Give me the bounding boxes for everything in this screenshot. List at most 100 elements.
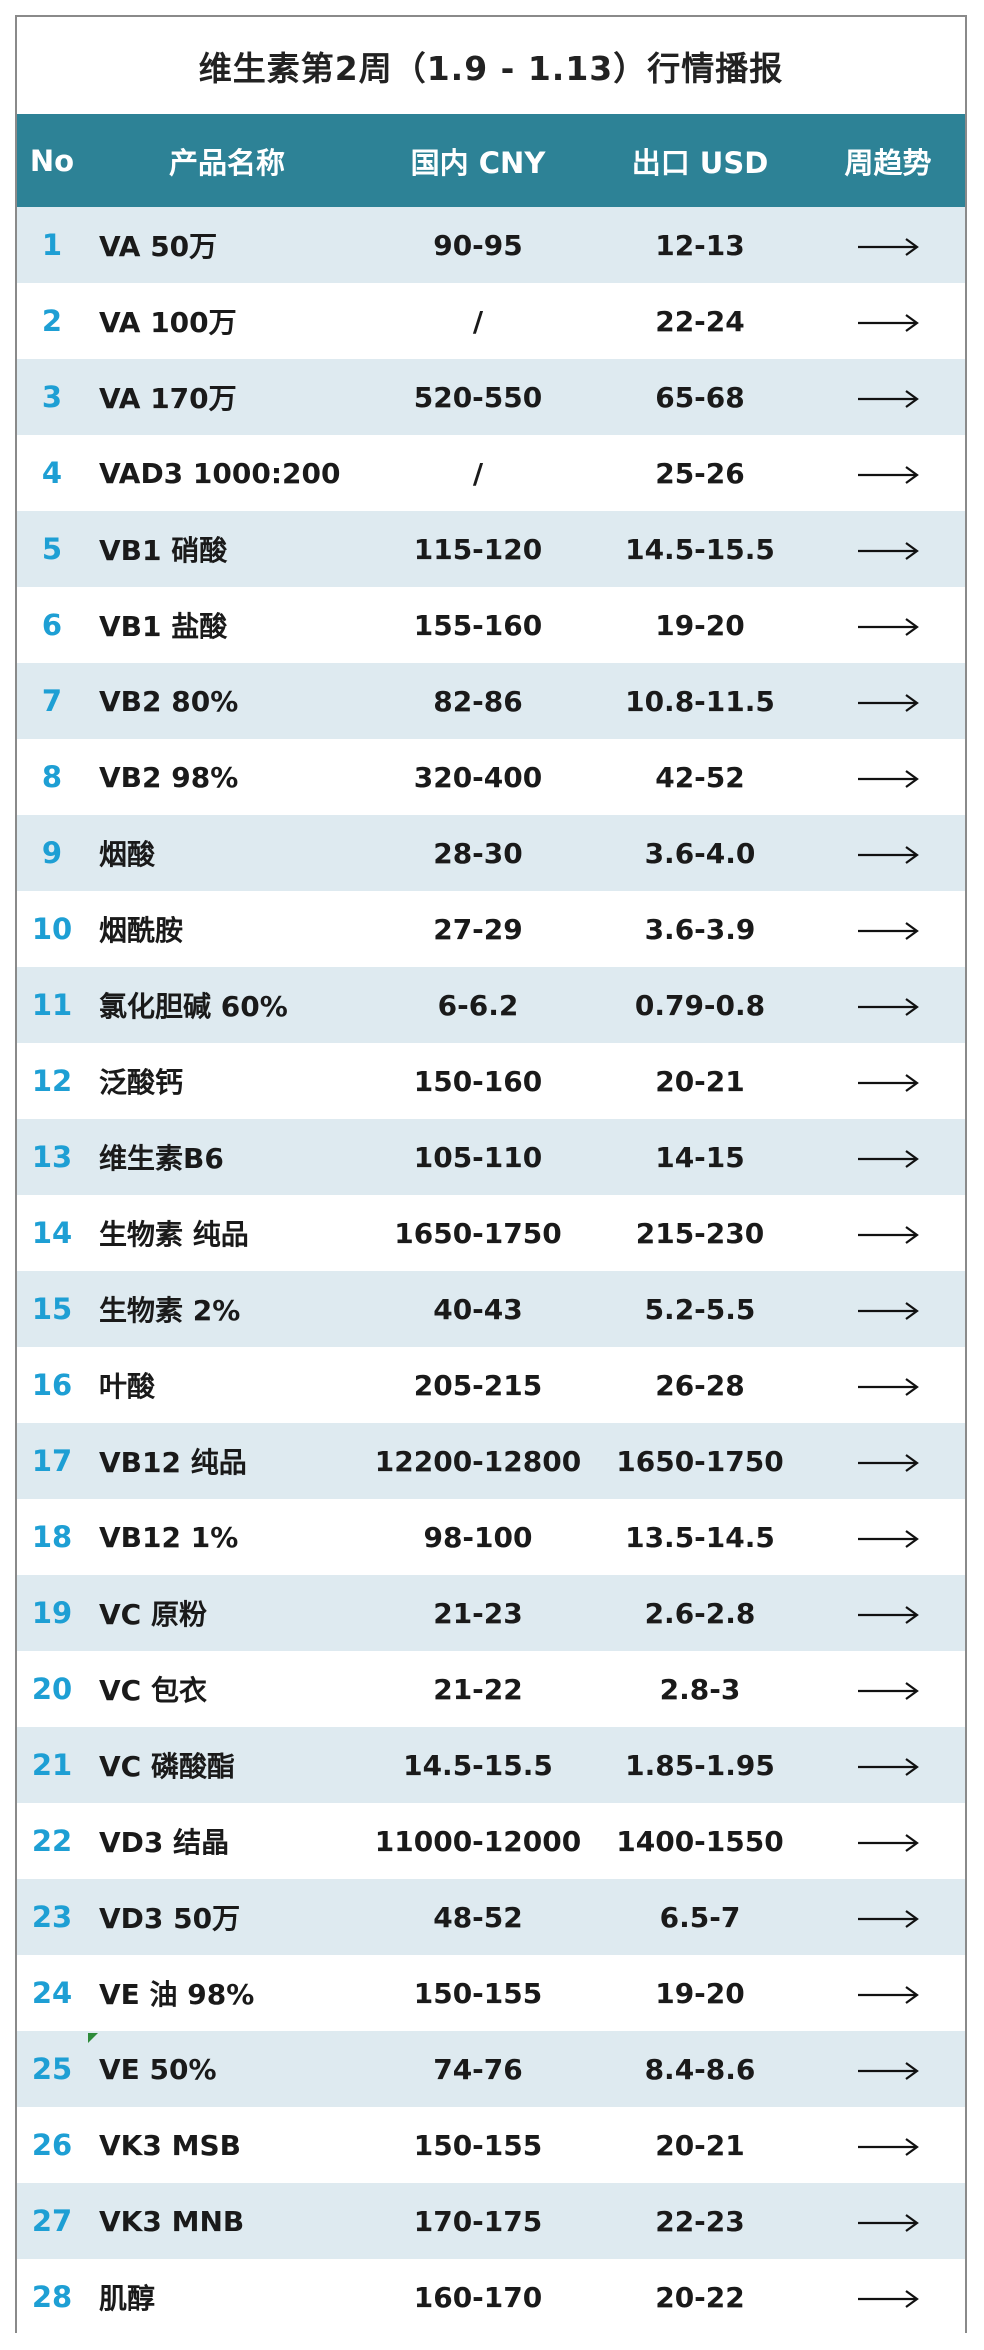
product-name: VB1 硝酸: [99, 534, 228, 567]
weekly-trend: [811, 766, 965, 788]
header-weekly-trend: 周趋势: [844, 145, 932, 180]
table-row: 22 VD3 结晶 11000-12000 1400-1550: [17, 1803, 965, 1879]
product-name: 氯化胆碱 60%: [99, 990, 288, 1023]
table-row: 5 VB1 硝酸 115-120 14.5-15.5: [17, 511, 965, 587]
domestic-price-cny: 205-215: [413, 1368, 543, 1402]
table-row: 1 VA 50万 90-95 12-13: [17, 207, 965, 283]
product-name: VB12 纯品: [99, 1446, 247, 1479]
weekly-trend: [811, 538, 965, 560]
export-price-usd: 2.6-2.8: [644, 1596, 756, 1630]
flat-arrow-icon: [858, 770, 919, 788]
flat-arrow-icon: [858, 1530, 919, 1548]
flat-arrow-icon: [858, 998, 919, 1016]
product-name: VB2 98%: [99, 760, 239, 794]
weekly-trend: [811, 1982, 965, 2004]
domestic-price-cny: 48-52: [433, 1900, 523, 1934]
flat-arrow-icon: [858, 1910, 919, 1928]
table-body: 1 VA 50万 90-95 12-13 2 VA 100万 / 22-24 3 VA 170万 5…: [17, 207, 965, 2335]
row-number: 23: [31, 1900, 73, 1934]
product-name: VE 50%: [99, 2052, 217, 2086]
header-product-name: 产品名称: [168, 145, 285, 180]
flat-arrow-icon: [858, 2214, 919, 2232]
product-name: VA 170万: [99, 382, 237, 415]
export-price-usd: 19-20: [655, 608, 745, 642]
table-row: 12 泛酸钙 150-160 20-21: [17, 1043, 965, 1119]
export-price-usd: 6.5-7: [659, 1900, 741, 1934]
row-number: 25: [31, 2052, 73, 2086]
export-price-usd: 20-21: [655, 2128, 745, 2162]
table-row: 25 VE 50% 74-76 8.4-8.6: [17, 2031, 965, 2107]
domestic-price-cny: /: [472, 456, 484, 490]
flat-arrow-icon: [858, 390, 919, 408]
row-number: 7: [41, 684, 63, 718]
weekly-trend: [811, 2134, 965, 2156]
export-price-usd: 19-20: [655, 1976, 745, 2010]
weekly-trend: [811, 2058, 965, 2080]
row-number: 12: [31, 1064, 73, 1098]
row-number: 14: [31, 1216, 73, 1250]
row-number: 11: [31, 988, 73, 1022]
table-row: 21 VC 磷酸酯 14.5-15.5 1.85-1.95: [17, 1727, 965, 1803]
domestic-price-cny: 11000-12000: [374, 1824, 582, 1858]
header-export-usd: 出口 USD: [631, 145, 769, 180]
export-price-usd: 2.8-3: [659, 1672, 741, 1706]
flat-arrow-icon: [858, 1986, 919, 2004]
export-price-usd: 20-21: [655, 1064, 745, 1098]
table-row: 3 VA 170万 520-550 65-68: [17, 359, 965, 435]
product-name: VB2 80%: [99, 684, 239, 718]
domestic-price-cny: 160-170: [413, 2280, 543, 2314]
row-number: 5: [41, 532, 63, 566]
product-name: VD3 结晶: [99, 1826, 230, 1859]
domestic-price-cny: 21-22: [433, 1672, 523, 1706]
domestic-price-cny: 150-155: [413, 2128, 543, 2162]
export-price-usd: 22-24: [655, 304, 745, 338]
table-row: 27 VK3 MNB 170-175 22-23: [17, 2183, 965, 2259]
product-name: 生物素 纯品: [99, 1218, 249, 1251]
table-row: 18 VB12 1% 98-100 13.5-14.5: [17, 1499, 965, 1575]
table-row: 11 氯化胆碱 60% 6-6.2 0.79-0.8: [17, 967, 965, 1043]
page-title: 维生素第2周（1.9 - 1.13）行情播报: [17, 17, 965, 114]
domestic-price-cny: 1650-1750: [394, 1216, 562, 1250]
row-number: 6: [41, 608, 63, 642]
product-name: 生物素 2%: [99, 1294, 241, 1327]
flat-arrow-icon: [858, 1302, 919, 1320]
row-number: 19: [31, 1596, 73, 1630]
flat-arrow-icon: [858, 1150, 919, 1168]
export-price-usd: 215-230: [635, 1216, 765, 1250]
flat-arrow-icon: [858, 1454, 919, 1472]
header-domestic-cny: 国内 CNY: [410, 145, 546, 180]
domestic-price-cny: /: [472, 304, 484, 338]
weekly-trend: [811, 386, 965, 408]
product-name: VE 油 98%: [99, 1978, 255, 2011]
table-row: 15 生物素 2% 40-43 5.2-5.5: [17, 1271, 965, 1347]
export-price-usd: 22-23: [655, 2204, 745, 2238]
weekly-trend: [811, 1146, 965, 1168]
domestic-price-cny: 12200-12800: [374, 1444, 582, 1478]
product-name: VK3 MNB: [99, 2204, 245, 2238]
flat-arrow-icon: [858, 1074, 919, 1092]
price-table-frame: 维生素第2周（1.9 - 1.13）行情播报 No 产品名称 国内 CNY 出口…: [15, 15, 967, 2335]
product-name: VD3 50万: [99, 1902, 241, 1935]
flat-arrow-icon: [858, 1226, 919, 1244]
export-price-usd: 5.2-5.5: [644, 1292, 756, 1326]
weekly-trend: [811, 1602, 965, 1624]
product-name: VA 50万: [99, 230, 218, 263]
table-row: 23 VD3 50万 48-52 6.5-7: [17, 1879, 965, 1955]
row-number: 21: [31, 1748, 73, 1782]
row-number: 16: [31, 1368, 73, 1402]
row-number: 1: [41, 228, 63, 262]
domestic-price-cny: 170-175: [413, 2204, 543, 2238]
product-name: VC 磷酸酯: [99, 1750, 235, 1783]
product-name: VB12 1%: [99, 1520, 239, 1554]
table-row: 26 VK3 MSB 150-155 20-21: [17, 2107, 965, 2183]
domestic-price-cny: 74-76: [433, 2052, 523, 2086]
flat-arrow-icon: [858, 466, 919, 484]
export-price-usd: 3.6-3.9: [644, 912, 756, 946]
domestic-price-cny: 115-120: [413, 532, 543, 566]
row-number: 9: [41, 836, 63, 870]
table-row: 28 肌醇 160-170 20-22: [17, 2259, 965, 2335]
export-price-usd: 12-13: [655, 228, 745, 262]
domestic-price-cny: 105-110: [413, 1140, 543, 1174]
weekly-trend: [811, 2210, 965, 2232]
domestic-price-cny: 40-43: [433, 1292, 523, 1326]
